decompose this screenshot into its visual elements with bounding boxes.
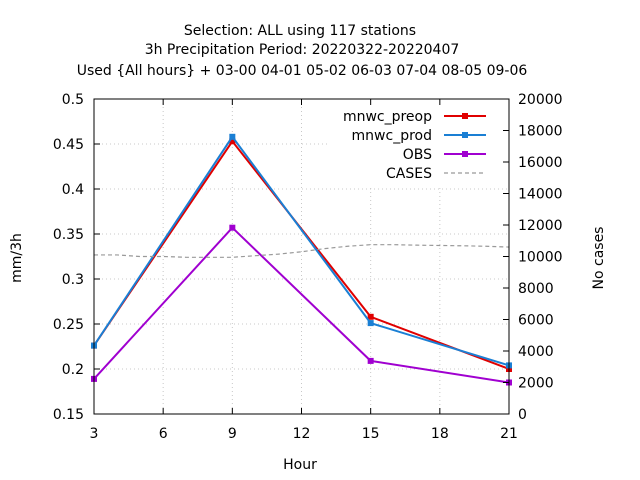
y2-tick-label: 10000 <box>518 250 563 266</box>
y-tick-label: 0.25 <box>53 317 84 333</box>
series-layer <box>91 133 512 386</box>
data-point <box>229 224 236 231</box>
x-axis-label: Hour <box>283 457 317 473</box>
x-tick-label: 18 <box>431 426 449 442</box>
y2-tick-label: 18000 <box>518 124 563 140</box>
legend-marker <box>462 113 468 119</box>
legend-label: mnwc_prod <box>352 128 432 144</box>
y2-tick-label: 16000 <box>518 155 563 171</box>
grid <box>94 99 509 414</box>
y-tick-label: 0.5 <box>62 92 84 108</box>
data-point <box>229 133 236 140</box>
x-tick-label: 3 <box>90 426 99 442</box>
legend-marker <box>462 132 468 138</box>
plot-frame <box>93 98 510 415</box>
y-tick-label: 0.3 <box>62 272 84 288</box>
y-tick-label: 0.15 <box>53 407 84 423</box>
data-point <box>367 357 374 364</box>
y-tick-label: 0.4 <box>62 182 84 198</box>
y-tick-label: 0.45 <box>53 137 84 153</box>
data-point <box>367 320 374 327</box>
y-axis-label: mm/3h <box>9 233 25 283</box>
data-point <box>367 313 374 320</box>
y2-tick-label: 2000 <box>518 376 554 392</box>
legend-marker <box>462 151 468 157</box>
y2-axis-label: No cases <box>591 227 607 290</box>
x-tick-label: 21 <box>500 426 518 442</box>
title-line-3: Used {All hours} + 03-00 04-01 05-02 06-… <box>77 63 528 79</box>
y2-tick-label: 0 <box>518 407 527 423</box>
legend: mnwc_preop mnwc_prod OBS CASES <box>343 109 486 182</box>
title-line-2: 3h Precipitation Period: 20220322-202204… <box>145 42 460 58</box>
chart-title: Selection: ALL using 117 stations 3h Pre… <box>77 23 528 79</box>
y-tick-label: 0.35 <box>53 227 84 243</box>
x-tick-label: 12 <box>293 426 311 442</box>
y2-tick-label: 14000 <box>518 187 563 203</box>
y2-tick-label: 12000 <box>518 218 563 234</box>
y-tick-label: 0.2 <box>62 362 84 378</box>
legend-label: mnwc_preop <box>343 109 432 125</box>
legend-label: CASES <box>386 166 432 182</box>
axes: 0.15 0.2 0.25 0.3 0.35 0.4 0.45 0.5 3 6 9 12 15 18 210… <box>53 92 563 442</box>
series-line-cases <box>94 244 510 258</box>
title-line-1: Selection: ALL using 117 stations <box>184 23 416 39</box>
x-tick-label: 6 <box>159 426 168 442</box>
legend-label: OBS <box>403 147 432 163</box>
x-tick-label: 9 <box>228 426 237 442</box>
series-line-obs <box>93 226 510 384</box>
data-point <box>229 138 236 145</box>
series-line-mnwc-prod <box>93 135 510 367</box>
x-tick-label: 15 <box>362 426 380 442</box>
y2-tick-label: 4000 <box>518 344 554 360</box>
y2-tick-label: 6000 <box>518 313 554 329</box>
y2-tick-label: 8000 <box>518 281 554 297</box>
y2-tick-label: 20000 <box>518 92 563 108</box>
